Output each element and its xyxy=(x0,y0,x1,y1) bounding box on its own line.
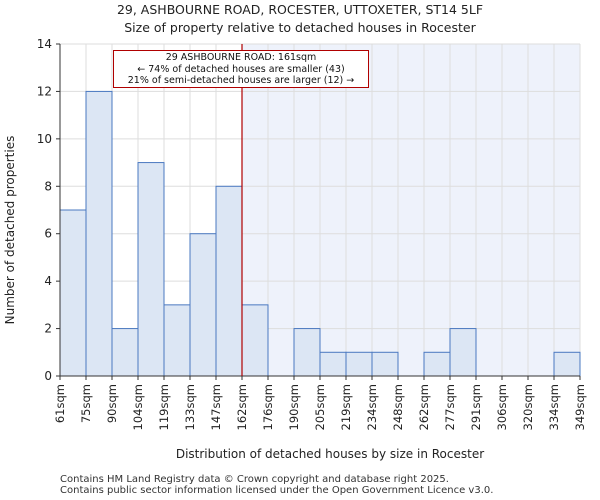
x-tick-label: 334sqm xyxy=(547,384,561,430)
bar xyxy=(553,351,581,377)
x-tick-label: 75sqm xyxy=(79,384,93,423)
bar xyxy=(345,351,373,377)
x-tick-label: 104sqm xyxy=(131,384,145,430)
bar xyxy=(137,162,165,377)
y-axis-label: Number of detached properties xyxy=(3,136,17,325)
x-tick-label: 119sqm xyxy=(157,384,171,430)
x-tick-label: 262sqm xyxy=(417,384,431,430)
x-tick-label: 205sqm xyxy=(313,384,327,430)
x-tick-label: 234sqm xyxy=(365,384,379,430)
chart-title: 29, ASHBOURNE ROAD, ROCESTER, UTTOXETER,… xyxy=(116,2,484,17)
x-tick-label: 133sqm xyxy=(183,384,197,430)
x-tick-label: 349sqm xyxy=(573,384,587,430)
x-tick-label: 61sqm xyxy=(53,384,67,423)
x-tick-label: 320sqm xyxy=(521,384,535,430)
marker-annotation: 29 ASHBOURNE ROAD: 161sqm ← 74% of detac… xyxy=(113,50,369,88)
bar xyxy=(241,304,269,377)
y-tick-label: 0 xyxy=(44,369,52,383)
x-tick-label: 176sqm xyxy=(261,384,275,430)
annotation-line-2: ← 74% of detached houses are smaller (43… xyxy=(137,63,345,75)
x-tick-label: 219sqm xyxy=(339,384,353,430)
bar xyxy=(319,351,347,377)
y-tick-label: 4 xyxy=(44,274,52,288)
bar xyxy=(371,351,399,377)
chart-subtitle: Size of property relative to detached ho… xyxy=(124,20,476,35)
bar xyxy=(111,328,139,377)
y-tick-label: 2 xyxy=(44,322,52,336)
x-tick-label: 277sqm xyxy=(443,384,457,430)
annotation-line-3: 21% of semi-detached houses are larger (… xyxy=(127,75,355,86)
bar xyxy=(163,304,191,377)
annotation-line-1: 29 ASHBOURNE ROAD: 161sqm xyxy=(165,52,317,63)
footer-line-1: Contains HM Land Registry data © Crown c… xyxy=(60,474,449,485)
bar xyxy=(189,233,217,377)
x-tick-label: 162sqm xyxy=(235,384,249,430)
y-tick-label: 8 xyxy=(44,179,52,193)
y-tick-label: 6 xyxy=(44,227,52,241)
y-tick-label: 12 xyxy=(37,84,52,98)
bar xyxy=(59,209,87,377)
x-axis-label: Distribution of detached houses by size … xyxy=(176,447,484,461)
y-tick-label: 14 xyxy=(37,37,52,51)
bar xyxy=(85,90,113,377)
bar xyxy=(449,328,477,377)
footer-line-2: Contains public sector information licen… xyxy=(60,485,494,496)
bar xyxy=(215,185,243,377)
x-tick-label: 147sqm xyxy=(209,384,223,430)
x-tick-label: 90sqm xyxy=(105,384,119,423)
bar xyxy=(423,351,451,377)
x-tick-label: 291sqm xyxy=(469,384,483,430)
y-tick-label: 10 xyxy=(37,132,52,146)
bar xyxy=(293,328,321,377)
x-tick-label: 306sqm xyxy=(495,384,509,430)
x-tick-label: 190sqm xyxy=(287,384,301,430)
x-tick-label: 248sqm xyxy=(391,384,405,430)
larger-region-shade xyxy=(242,44,580,376)
